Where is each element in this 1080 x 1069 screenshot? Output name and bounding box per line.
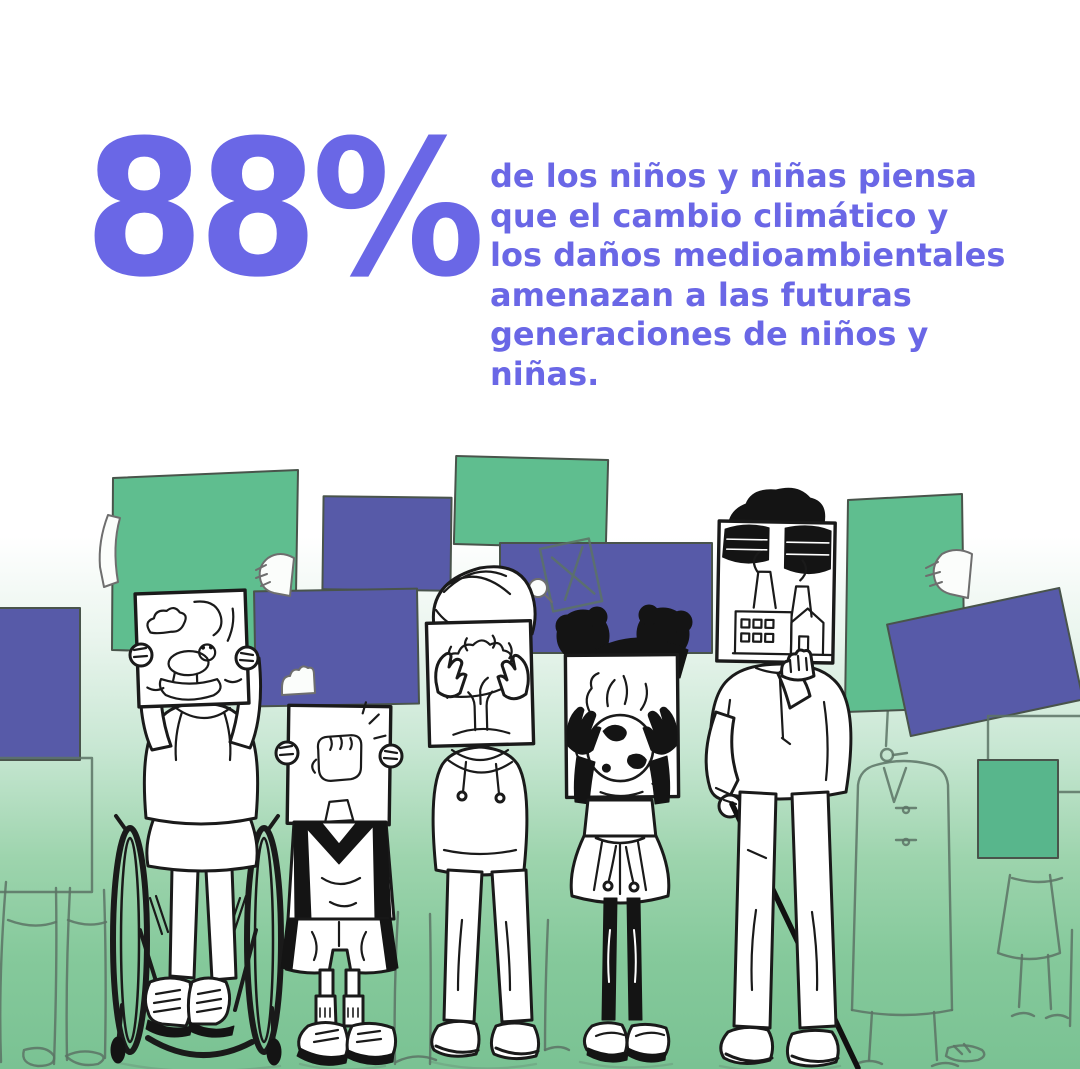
leg-left — [601, 897, 618, 1021]
stat-line-4: amenazan a las futuras — [490, 275, 912, 314]
stat-line-6: niñas. — [490, 354, 600, 393]
pants-right — [790, 790, 838, 1030]
leg-right — [626, 897, 643, 1021]
sleeve-left — [704, 710, 740, 802]
footrest-bar — [145, 1035, 255, 1059]
shoes — [582, 1021, 671, 1063]
stat-line-3: los daños medioambientales — [490, 236, 1006, 274]
protest-sign-teal — [977, 759, 1059, 859]
protest-sign-purple-4 — [886, 586, 1080, 738]
hands-on-sign1 — [128, 642, 260, 671]
factory-smoke-icon — [722, 524, 833, 657]
wheelchair — [110, 814, 284, 1066]
tee-shirt — [286, 820, 396, 921]
lap — [145, 816, 259, 873]
background-hands — [98, 514, 973, 696]
protest-sign-purple-2 — [253, 587, 420, 708]
pants-left — [442, 868, 484, 1024]
crowd-right-group — [879, 704, 1074, 1063]
shoes — [719, 1025, 840, 1068]
leg-right — [344, 968, 361, 998]
crowd-legs-behind-wheelchair — [64, 886, 108, 1067]
shoes — [430, 1019, 541, 1061]
sneakers — [143, 976, 235, 1038]
hands-on-sign3 — [434, 651, 530, 701]
dress-bodice — [582, 798, 658, 840]
pants-right — [490, 868, 534, 1024]
raised-fist-icon — [311, 701, 387, 823]
sign-polar-bear — [133, 588, 251, 709]
sign-raised-fist — [285, 701, 393, 827]
protest-illustration — [0, 450, 1080, 1069]
child-in-jersey — [274, 701, 404, 1066]
shin-left — [168, 866, 200, 980]
stat-description: de los niños y niñas piensa que el cambi… — [490, 157, 1050, 394]
collar-v — [300, 821, 378, 865]
child-with-headscarf — [424, 565, 541, 1061]
socks — [314, 994, 365, 1028]
stat-line-2: que el cambio climático y — [490, 196, 949, 235]
leg-left — [318, 968, 335, 998]
shin-right — [204, 866, 238, 982]
pale-hand-sign2-icon — [281, 665, 316, 696]
boy-with-white-cane — [704, 487, 861, 1069]
hand-on-sign5 — [780, 648, 816, 682]
pale-hand-sign1-icon — [255, 553, 295, 597]
stat-line-5: generaciones de niños y — [490, 315, 929, 353]
protest-sign-green-2 — [452, 455, 610, 549]
sneakers — [296, 1021, 398, 1066]
protest-sign-pale-left — [0, 756, 94, 894]
pale-hand-sign3-icon — [925, 549, 973, 599]
child-in-wheelchair — [110, 588, 284, 1066]
polar-bear-on-iceberg-icon — [146, 600, 243, 701]
ground-shadows — [113, 1060, 842, 1069]
arm-right — [648, 755, 671, 805]
black-hands-on-sign4 — [566, 706, 678, 755]
hoodie-torso — [431, 745, 529, 877]
pale-arm-left-icon — [98, 514, 121, 588]
protest-sign-purple-left — [0, 607, 81, 761]
hands-on-sign2 — [274, 740, 404, 769]
stat-value: 88% — [84, 100, 485, 319]
sign-factory — [715, 519, 837, 665]
crowd-legs-left — [0, 880, 58, 1068]
girl-with-afro-puffs — [555, 604, 693, 1063]
protest-sign-purple-1 — [321, 495, 453, 592]
stat-line-1: de los niños y niñas piensa — [490, 157, 977, 195]
